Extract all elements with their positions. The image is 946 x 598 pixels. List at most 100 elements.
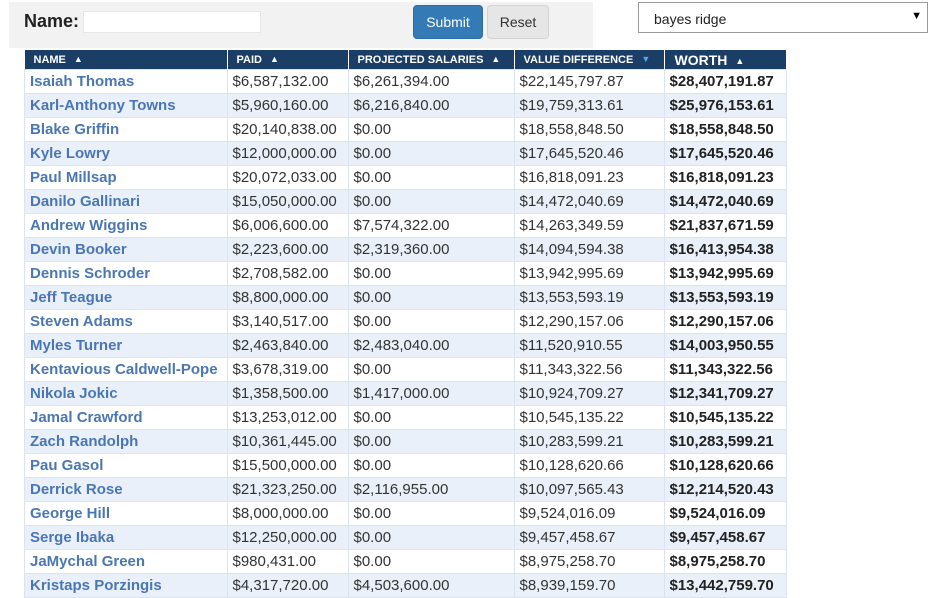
projected-salary-cell: $0.00 <box>347 261 515 286</box>
table-row[interactable]: Serge Ibaka $12,250,000.00 $0.00 $9,457,458… <box>24 525 787 550</box>
player-name-cell[interactable]: Karl-Anthony Towns <box>24 93 228 118</box>
table-row[interactable]: Nikola Jokic $1,358,500.00 $1,417,000.00 $1… <box>24 381 787 406</box>
submit-button[interactable]: Submit <box>413 5 483 39</box>
player-name-cell[interactable]: Dennis Schroder <box>24 261 228 286</box>
worth-cell: $12,214,520.43 <box>663 477 787 502</box>
player-name-cell[interactable]: Serge Ibaka <box>24 525 228 550</box>
value-difference-cell: $9,524,016.09 <box>513 501 665 526</box>
table-row[interactable]: Jeff Teague $8,800,000.00 $0.00 $13,553,593… <box>24 285 787 310</box>
table-row[interactable]: Pau Gasol $15,500,000.00 $0.00 $10,128,620.… <box>24 453 787 478</box>
player-name-cell[interactable]: Blake Griffin <box>24 117 228 142</box>
table-row[interactable]: Kristaps Porzingis $4,317,720.00 $4,503,60… <box>24 573 787 598</box>
player-name-cell[interactable]: Kentavious Caldwell-Pope <box>24 357 228 382</box>
paid-cell: $15,050,000.00 <box>226 189 349 214</box>
worth-cell: $14,003,950.55 <box>663 333 787 358</box>
paid-cell: $15,500,000.00 <box>226 453 349 478</box>
table-row[interactable]: Kentavious Caldwell-Pope $3,678,319.00 $0.… <box>24 357 787 382</box>
projected-salary-cell: $0.00 <box>347 357 515 382</box>
player-name-cell[interactable]: Andrew Wiggins <box>24 213 228 238</box>
table-row[interactable]: Zach Randolph $10,361,445.00 $0.00 $10,283,… <box>24 429 787 454</box>
paid-cell: $2,463,840.00 <box>226 333 349 358</box>
header-projected[interactable]: PROJECTED SALARIES ▲ <box>348 50 515 70</box>
players-table: NAME ▲ PAID ▲ PROJECTED SALARIES ▲ VALUE DI… <box>24 50 787 598</box>
value-difference-cell: $19,759,313.61 <box>513 93 665 118</box>
paid-cell: $6,006,600.00 <box>226 213 349 238</box>
player-name-cell[interactable]: Steven Adams <box>24 309 228 334</box>
value-difference-cell: $11,343,322.56 <box>513 357 665 382</box>
worth-cell: $17,645,520.46 <box>663 141 787 166</box>
player-name-cell[interactable]: Isaiah Thomas <box>24 69 228 94</box>
player-name-cell[interactable]: Devin Booker <box>24 237 228 262</box>
header-projected-label: PROJECTED SALARIES <box>357 53 484 66</box>
table-row[interactable]: Steven Adams $3,140,517.00 $0.00 $12,290,15… <box>24 309 787 334</box>
sort-asc-icon: ▲ <box>735 55 745 66</box>
table-row[interactable]: Andrew Wiggins $6,006,600.00 $7,574,322.00… <box>24 213 787 238</box>
paid-cell: $4,317,720.00 <box>226 573 349 598</box>
header-worth-label: WORTH <box>674 51 728 68</box>
projected-salary-cell: $6,261,394.00 <box>347 69 515 94</box>
projected-salary-cell: $0.00 <box>347 453 515 478</box>
header-diff[interactable]: VALUE DIFFERENCE ▼ <box>514 50 665 70</box>
table-row[interactable]: Isaiah Thomas $6,587,132.00 $6,261,394.00 $… <box>24 69 787 94</box>
paid-cell: $8,000,000.00 <box>226 501 349 526</box>
table-row[interactable]: Blake Griffin $20,140,838.00 $0.00 $18,558,… <box>24 117 787 142</box>
value-difference-cell: $10,545,135.22 <box>513 405 665 430</box>
worth-cell: $21,837,671.59 <box>663 213 787 238</box>
player-name-cell[interactable]: George Hill <box>24 501 228 526</box>
player-name-cell[interactable]: Pau Gasol <box>24 453 228 478</box>
header-paid[interactable]: PAID ▲ <box>227 50 349 70</box>
model-select[interactable]: bayes ridge ▼ <box>638 2 928 33</box>
player-name-cell[interactable]: Derrick Rose <box>24 477 228 502</box>
worth-cell: $13,553,593.19 <box>663 285 787 310</box>
table-row[interactable]: George Hill $8,000,000.00 $0.00 $9,524,016.… <box>24 501 787 526</box>
table-row[interactable]: Karl-Anthony Towns $5,960,160.00 $6,216,84… <box>24 93 787 118</box>
player-name-cell[interactable]: Myles Turner <box>24 333 228 358</box>
paid-cell: $3,140,517.00 <box>226 309 349 334</box>
value-difference-cell: $8,939,159.70 <box>513 573 665 598</box>
worth-cell: $10,283,599.21 <box>663 429 787 454</box>
sort-asc-icon: ▲ <box>269 53 279 64</box>
table-row[interactable]: Danilo Gallinari $15,050,000.00 $0.00 $14,4… <box>24 189 787 214</box>
player-name-cell[interactable]: Danilo Gallinari <box>24 189 228 214</box>
header-name[interactable]: NAME ▲ <box>24 50 228 70</box>
worth-cell: $9,457,458.67 <box>663 525 787 550</box>
player-name-cell[interactable]: Jamal Crawford <box>24 405 228 430</box>
worth-cell: $12,341,709.27 <box>663 381 787 406</box>
projected-salary-cell: $2,483,040.00 <box>347 333 515 358</box>
table-row[interactable]: Devin Booker $2,223,600.00 $2,319,360.00 $1… <box>24 237 787 262</box>
projected-salary-cell: $0.00 <box>347 285 515 310</box>
paid-cell: $5,960,160.00 <box>226 93 349 118</box>
value-difference-cell: $10,924,709.27 <box>513 381 665 406</box>
sort-asc-icon: ▲ <box>73 53 83 64</box>
table-row[interactable]: Kyle Lowry $12,000,000.00 $0.00 $17,645,520… <box>24 141 787 166</box>
table-row[interactable]: Dennis Schroder $2,708,582.00 $0.00 $13,942… <box>24 261 787 286</box>
table-row[interactable]: Jamal Crawford $13,253,012.00 $0.00 $10,545… <box>24 405 787 430</box>
worth-cell: $8,975,258.70 <box>663 549 787 574</box>
worth-cell: $11,343,322.56 <box>663 357 787 382</box>
paid-cell: $13,253,012.00 <box>226 405 349 430</box>
table-row[interactable]: Myles Turner $2,463,840.00 $2,483,040.00 $1… <box>24 333 787 358</box>
name-input[interactable] <box>83 11 261 33</box>
player-name-cell[interactable]: Nikola Jokic <box>24 381 228 406</box>
paid-cell: $10,361,445.00 <box>226 429 349 454</box>
player-name-cell[interactable]: Kristaps Porzingis <box>24 573 228 598</box>
paid-cell: $12,000,000.00 <box>226 141 349 166</box>
player-name-cell[interactable]: Zach Randolph <box>24 429 228 454</box>
value-difference-cell: $8,975,258.70 <box>513 549 665 574</box>
player-name-cell[interactable]: Kyle Lowry <box>24 141 228 166</box>
player-name-cell[interactable]: JaMychal Green <box>24 549 228 574</box>
player-name-cell[interactable]: Jeff Teague <box>24 285 228 310</box>
worth-cell: $13,942,995.69 <box>663 261 787 286</box>
worth-cell: $9,524,016.09 <box>663 501 787 526</box>
projected-salary-cell: $0.00 <box>347 501 515 526</box>
reset-button[interactable]: Reset <box>487 5 549 39</box>
projected-salary-cell: $0.00 <box>347 165 515 190</box>
table-row[interactable]: Paul Millsap $20,072,033.00 $0.00 $16,818,0… <box>24 165 787 190</box>
table-row[interactable]: Derrick Rose $21,323,250.00 $2,116,955.00 $… <box>24 477 787 502</box>
value-difference-cell: $10,283,599.21 <box>513 429 665 454</box>
table-row[interactable]: JaMychal Green $980,431.00 $0.00 $8,975,258… <box>24 549 787 574</box>
player-name-cell[interactable]: Paul Millsap <box>24 165 228 190</box>
header-worth[interactable]: WORTH ▲ <box>664 50 787 70</box>
worth-cell: $16,413,954.38 <box>663 237 787 262</box>
projected-salary-cell: $6,216,840.00 <box>347 93 515 118</box>
